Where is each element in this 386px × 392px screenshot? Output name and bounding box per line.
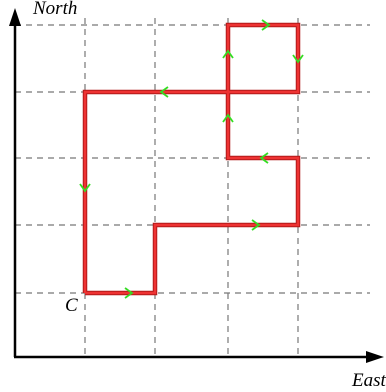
arrow-down	[292, 54, 304, 64]
direction-arrows	[79, 19, 304, 299]
arrow-up	[222, 49, 234, 59]
start-label: C	[65, 295, 78, 316]
path	[83, 23, 300, 295]
arrow-left	[159, 86, 169, 98]
axes	[9, 8, 384, 363]
arrow-up	[222, 113, 234, 123]
arrow-right	[124, 287, 134, 299]
arrow-right	[251, 219, 261, 231]
x-axis-arrow	[366, 351, 384, 363]
x-axis-label: East	[351, 370, 386, 391]
y-axis-label: North	[32, 0, 77, 19]
arrow-right	[261, 19, 271, 31]
arrow-left	[259, 152, 269, 164]
arrow-down	[79, 183, 91, 193]
y-axis-arrow	[9, 8, 21, 26]
